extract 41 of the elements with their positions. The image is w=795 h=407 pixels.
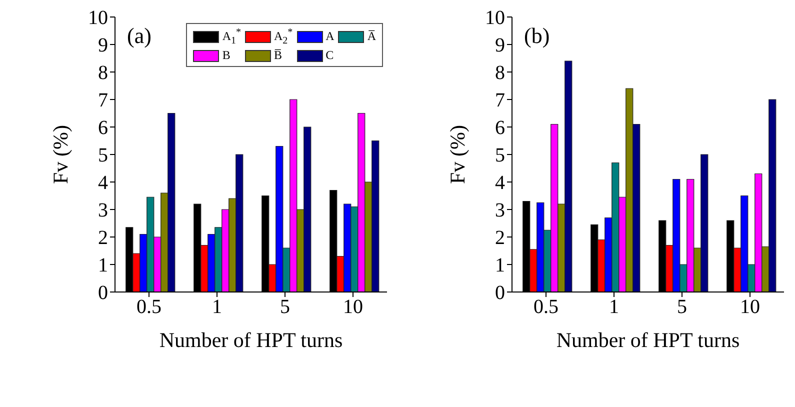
y-tick-label: 3 (495, 200, 505, 222)
y-tick-label: 9 (495, 34, 505, 57)
x-tick-label: 5 (677, 296, 687, 318)
y-tick-label: 1 (98, 254, 108, 277)
x-tick-label: 5 (280, 296, 290, 318)
x-axis-title: Number of HPT turns (159, 328, 343, 352)
y-tick-label: 7 (98, 90, 108, 112)
legend-label: B̅ (274, 48, 282, 64)
y-tick-label: 4 (495, 172, 505, 194)
x-tick-label: 10 (343, 296, 363, 318)
y-tick-label: 7 (495, 90, 505, 112)
x-tick-label: 1 (609, 296, 619, 318)
x-tick-label: 0.5 (534, 296, 558, 318)
annotation: (b) (524, 23, 550, 49)
y-axis-title: Fv (%) (445, 125, 470, 184)
legend-label: A (326, 29, 334, 44)
annotation: (a) (127, 23, 152, 49)
legend-label: A̅ (367, 29, 376, 44)
y-tick-label: 2 (98, 227, 108, 250)
y-tick-label: 0 (98, 282, 108, 304)
y-tick-label: 10 (485, 7, 505, 30)
y-tick-label: 4 (98, 172, 108, 194)
legend-label: C (326, 48, 334, 64)
x-tick-label: 10 (740, 296, 760, 318)
y-tick-label: 5 (98, 144, 108, 167)
x-tick-label: 1 (212, 296, 222, 318)
y-axis-title: Fv (%) (48, 125, 72, 184)
x-axis-title: Number of HPT turns (556, 328, 740, 352)
y-tick-label: 8 (98, 62, 108, 84)
legend-label: B (222, 48, 230, 64)
y-tick-label: 10 (88, 7, 108, 30)
y-tick-label: 6 (495, 117, 505, 140)
y-tick-label: 1 (495, 254, 505, 277)
y-tick-label: 8 (495, 62, 505, 84)
y-tick-label: 0 (495, 282, 505, 304)
y-tick-label: 6 (98, 117, 108, 140)
y-tick-label: 5 (495, 144, 505, 167)
y-tick-label: 3 (98, 200, 108, 222)
x-tick-label: 0.5 (136, 296, 162, 318)
y-tick-label: 9 (98, 34, 108, 57)
y-tick-label: 2 (495, 227, 505, 250)
